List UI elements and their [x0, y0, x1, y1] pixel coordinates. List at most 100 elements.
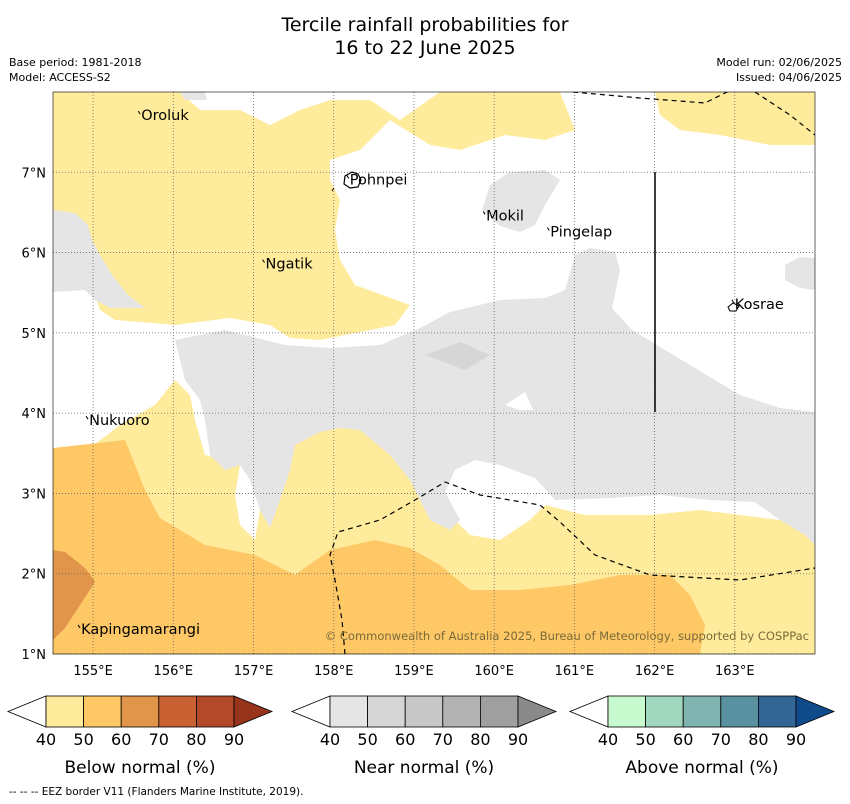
place-marker: [546, 227, 550, 231]
eez-border-northeast: [754, 92, 815, 136]
title-line-2: 16 to 22 June 2025: [334, 37, 516, 59]
y-tick-label: 6°N: [22, 247, 47, 262]
colorbar-label: Below normal (%): [65, 758, 216, 778]
colorbar-tick: 40: [598, 730, 618, 749]
near-40-mokil-region: [482, 170, 560, 232]
near-40-central-region: [175, 248, 815, 545]
eez-borders: [329, 92, 815, 654]
colorbar-tick: 80: [748, 730, 768, 749]
place-label-kosrae: Kosrae: [735, 297, 784, 313]
colorbar-left-arrow: [568, 695, 609, 728]
colorbar-segment: [720, 695, 759, 728]
place-label-ngatik: Ngatik: [266, 257, 314, 273]
meta-right: Model run: 02/06/2025 Issued: 04/06/2025: [716, 55, 842, 85]
place-marker: [346, 175, 350, 179]
x-tick-label: 157°E: [234, 664, 274, 679]
place-label-pohnpei: Pohnpei: [350, 172, 408, 188]
place-label-kapingamarangi: Kapingamarangi: [81, 622, 200, 638]
y-tick-label: 4°N: [22, 407, 47, 422]
colorbar-3: 40 50 60 70 80 90 Above normal (%): [568, 695, 836, 778]
colorbar-segment: [607, 695, 646, 728]
near-40-west-region: [53, 210, 145, 308]
x-axis-ticks: 155°E 156°E 157°E 158°E 159°E 160°E 161°E 162°E…: [73, 664, 754, 679]
x-tick-label: 163°E: [715, 664, 755, 679]
place-label-nukuoro: Nukuoro: [89, 413, 150, 429]
copyright-text: © Commonwealth of Australia 2025, Bureau…: [325, 629, 809, 643]
colorbar-tick: 70: [433, 730, 453, 749]
meta-left: Base period: 1981-2018 Model: ACCESS-S2: [9, 55, 141, 85]
y-tick-label: 2°N: [22, 568, 47, 583]
x-tick-label: 158°E: [314, 664, 354, 679]
colorbar-tick: 80: [186, 730, 206, 749]
title-line-1: Tercile rainfall probabilities for: [281, 14, 569, 36]
colorbar-tick: 40: [320, 730, 340, 749]
model-run-text: Model run: 02/06/2025: [716, 56, 842, 69]
x-tick-label: 159°E: [394, 664, 434, 679]
place-marker: [731, 299, 735, 304]
colorbar-segment: [158, 695, 197, 728]
colorbar-right-arrow: [795, 695, 836, 728]
place-label-mokil: Mokil: [486, 208, 524, 224]
colorbar-segment: [83, 695, 122, 728]
place-marker: [85, 415, 89, 420]
eez-border-south: [329, 481, 815, 654]
colorbar-segment: [758, 695, 797, 728]
colorbar-tick: 70: [711, 730, 731, 749]
kosrae-island: [727, 302, 740, 312]
place-marker: [482, 211, 486, 215]
colorbar-segment: [682, 695, 722, 728]
x-tick-label: 162°E: [635, 664, 675, 679]
y-axis-ticks: 7°N 6°N 5°N 4°N 3°N 2°N 1°N: [22, 166, 47, 663]
y-tick-label: 7°N: [22, 166, 47, 181]
colorbar-tick: 60: [111, 730, 131, 749]
map-fields: [53, 92, 815, 654]
base-period-text: Base period: 1981-2018: [9, 56, 142, 69]
pohnpei-island: [343, 171, 362, 189]
x-tick-label: 155°E: [73, 664, 113, 679]
colorbar-tick: 40: [36, 730, 56, 749]
colorbar-tick: 90: [508, 730, 528, 749]
near-40-hole-region: [505, 392, 533, 410]
place-marker: [262, 259, 265, 263]
colorbar-tick: 50: [357, 730, 377, 749]
colorbar-segment: [479, 695, 519, 728]
colorbar-segment: [329, 695, 368, 728]
near-50-patch: [425, 342, 490, 370]
model-text: Model: ACCESS-S2: [9, 71, 111, 84]
page-title: Tercile rainfall probabilities for 16 to…: [0, 14, 850, 60]
colorbar-left-arrow: [290, 695, 331, 728]
place-marker: [137, 110, 141, 115]
x-tick-label: 161°E: [555, 664, 595, 679]
colorbar-segment: [367, 695, 406, 728]
y-tick-label: 5°N: [22, 327, 47, 342]
colorbar-label: Above normal (%): [625, 758, 778, 778]
map-gridlines: [53, 92, 815, 655]
colorbar-tick: 60: [673, 730, 693, 749]
map-frame: [52, 91, 816, 655]
y-tick-label: 1°N: [22, 648, 47, 663]
colorbar-tick: 80: [470, 730, 490, 749]
colorbar-right-arrow: [517, 695, 558, 728]
colorbar-tick: 90: [224, 730, 244, 749]
y-tick-label: 3°N: [22, 487, 47, 502]
x-tick-label: 160°E: [474, 664, 514, 679]
below-40-north-region: [53, 92, 575, 340]
colorbar-tick: 90: [786, 730, 806, 749]
issued-text: Issued: 04/06/2025: [735, 71, 842, 84]
colorbar-label: Near normal (%): [354, 758, 494, 778]
colorbar-1: 40 50 60 70 80 90 Below normal (%): [6, 695, 274, 778]
colorbar-right-arrow: [233, 695, 274, 728]
colorbar-tick: 60: [395, 730, 415, 749]
place-labels: Oroluk Pohnpei Mokil Pingelap Ngatik Kosrae Nu…: [77, 108, 784, 638]
colorbar-segment: [442, 695, 481, 728]
below-40-northeast-region: [655, 92, 815, 145]
place-label-oroluk: Oroluk: [141, 108, 189, 124]
colorbar-2: 40 50 60 70 80 90 Near normal (%): [290, 695, 558, 778]
near-40-top-island-region: [180, 92, 207, 100]
below-50-south-region: [53, 440, 705, 654]
colorbar-tick: 50: [635, 730, 655, 749]
place-label-pingelap: Pingelap: [550, 225, 612, 241]
colorbar-segment: [120, 695, 160, 728]
colorbar-segment: [404, 695, 444, 728]
